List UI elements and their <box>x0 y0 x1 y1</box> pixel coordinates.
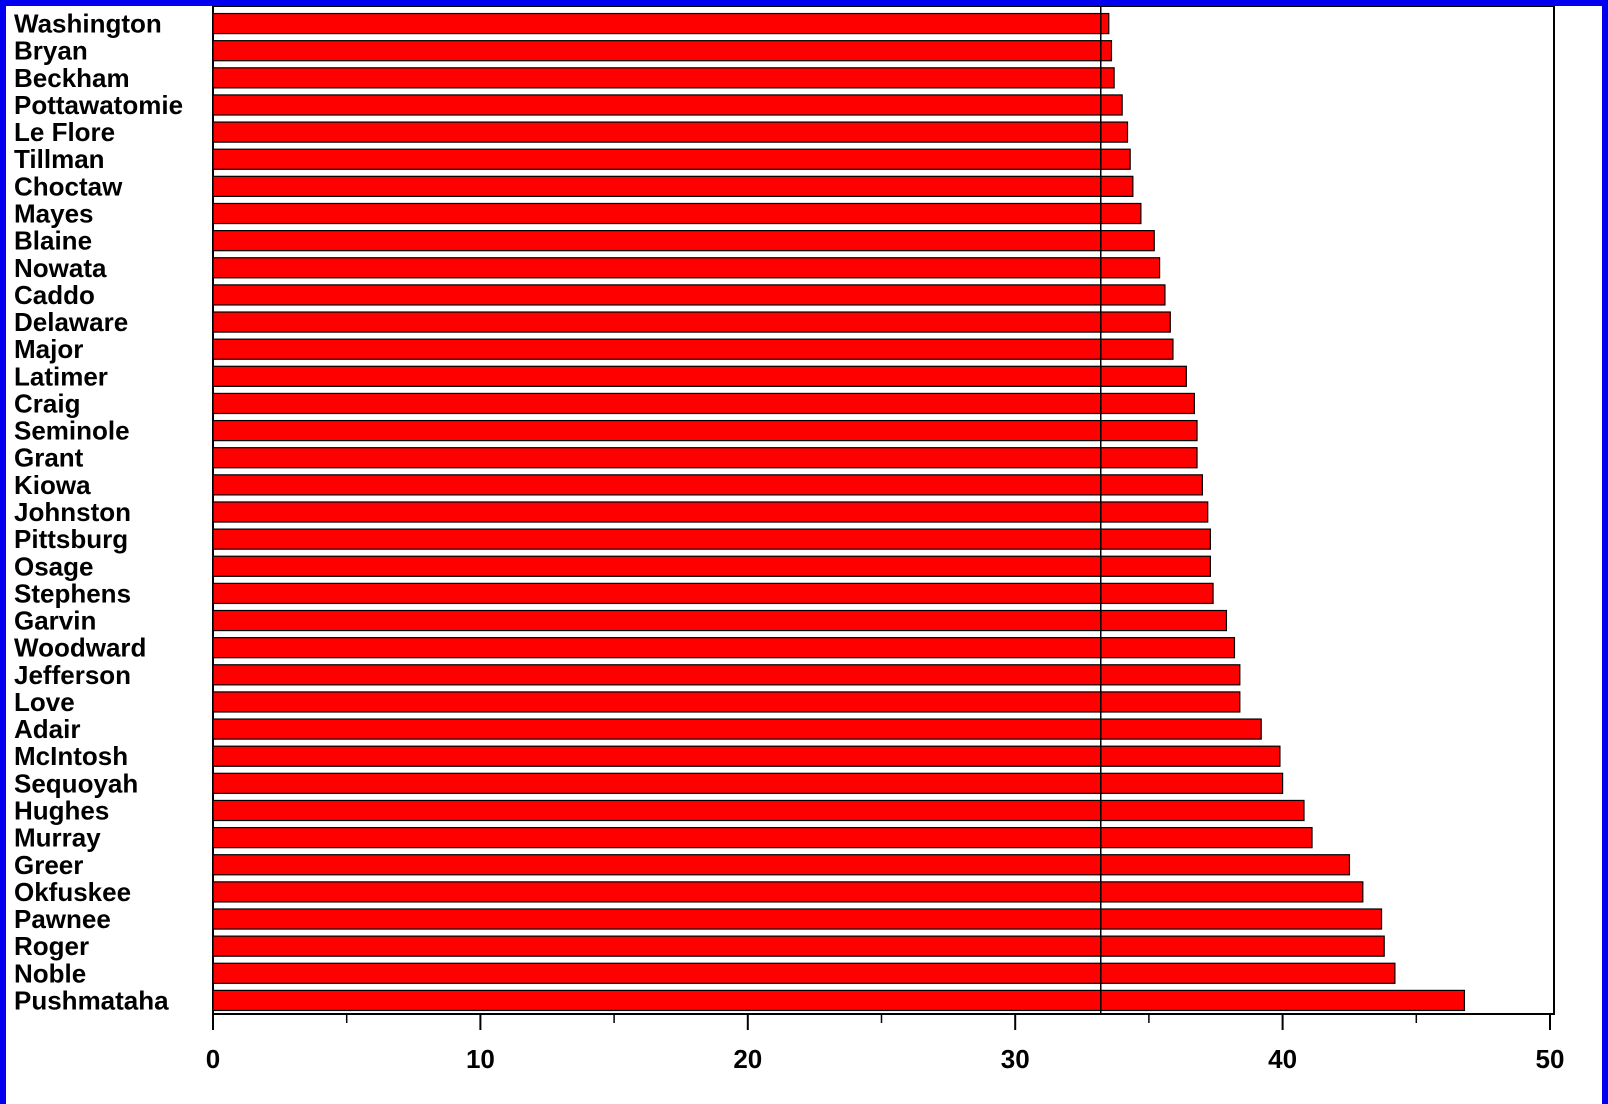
category-label: Caddo <box>14 280 95 310</box>
bar-roger <box>212 935 1385 957</box>
bar-adair <box>212 718 1262 740</box>
chart-frame: Washington Bryan Beckham Pottawatomie Le Flo… <box>6 6 1602 1104</box>
bar-stephens <box>212 582 1214 605</box>
category-label: Blaine <box>14 226 92 256</box>
category-label: Osage <box>14 551 94 581</box>
category-label: Grant <box>14 443 84 473</box>
bar-pittsburg <box>212 528 1212 550</box>
category-label: Kiowa <box>14 470 91 500</box>
bar-pushmataha <box>212 989 1466 1012</box>
category-label: Hughes <box>14 795 109 825</box>
bar-garvin <box>212 609 1228 632</box>
bar-woodward <box>212 637 1236 659</box>
bar-sequoyah <box>212 772 1284 794</box>
bar-nowata <box>212 257 1161 279</box>
category-label: Latimer <box>14 361 108 391</box>
bar-love <box>212 691 1241 713</box>
category-label: Seminole <box>14 416 130 446</box>
bar-blaine <box>212 230 1155 252</box>
category-label: Delaware <box>14 307 128 337</box>
bar-okfuskee <box>212 881 1364 903</box>
category-label: Pawnee <box>14 904 111 934</box>
bar-craig <box>212 392 1195 415</box>
category-label: Pottawatomie <box>14 90 183 120</box>
category-label: Bryan <box>14 36 88 66</box>
bar-grant <box>212 447 1198 469</box>
x-tick-label: 0 <box>206 1044 220 1074</box>
category-label: Stephens <box>14 578 131 608</box>
bar-mcintosh <box>212 745 1281 767</box>
bar-greer <box>212 854 1351 876</box>
category-label: Woodward <box>14 633 146 663</box>
bar-murray <box>212 826 1313 849</box>
bar-delaware <box>212 311 1171 333</box>
bar-latimer <box>212 365 1187 387</box>
category-label: Love <box>14 687 75 717</box>
category-label: Garvin <box>14 606 96 636</box>
category-label: Mayes <box>14 199 94 229</box>
category-label: Greer <box>14 850 83 880</box>
bar-pottawatomie <box>212 94 1123 116</box>
category-label: Noble <box>14 958 86 988</box>
category-label: Nowata <box>14 253 107 283</box>
x-tick-label: 10 <box>466 1044 495 1074</box>
category-label: Sequoyah <box>14 768 138 798</box>
bar-noble <box>212 962 1396 984</box>
category-label: Murray <box>14 823 101 853</box>
bar-choctaw <box>212 175 1134 198</box>
x-tick-label: 50 <box>1536 1044 1565 1074</box>
category-label: Jefferson <box>14 660 131 690</box>
x-tick-label: 20 <box>733 1044 762 1074</box>
x-tick-label: 30 <box>1001 1044 1030 1074</box>
bar-pawnee <box>212 908 1383 930</box>
category-label: Choctaw <box>14 171 123 201</box>
category-label: McIntosh <box>14 741 128 771</box>
bar-tillman <box>212 148 1131 170</box>
bar-beckham <box>212 67 1115 89</box>
category-label: Major <box>14 334 83 364</box>
category-label: Washington <box>14 9 162 39</box>
bar-johnston <box>212 501 1209 523</box>
bar-osage <box>212 555 1212 577</box>
category-label: Okfuskee <box>14 877 131 907</box>
category-label: Pittsburg <box>14 524 128 554</box>
bar-le-flore <box>212 121 1129 143</box>
bar-hughes <box>212 799 1305 822</box>
category-label: Le Flore <box>14 117 115 147</box>
x-tick-label: 40 <box>1268 1044 1297 1074</box>
bar-mayes <box>212 202 1142 225</box>
bar-kiowa <box>212 474 1203 496</box>
bar-seminole <box>212 419 1198 442</box>
bar-washington <box>212 12 1110 35</box>
category-label: Roger <box>14 931 89 961</box>
bar-bryan <box>212 40 1113 62</box>
category-label: Beckham <box>14 63 130 93</box>
category-label: Pushmataha <box>14 985 169 1015</box>
bar-major <box>212 338 1174 360</box>
category-label: Johnston <box>14 497 131 527</box>
category-label: Craig <box>14 388 80 418</box>
category-label: Tillman <box>14 144 105 174</box>
category-label: Adair <box>14 714 80 744</box>
bar-jefferson <box>212 664 1241 686</box>
bar-caddo <box>212 284 1166 306</box>
